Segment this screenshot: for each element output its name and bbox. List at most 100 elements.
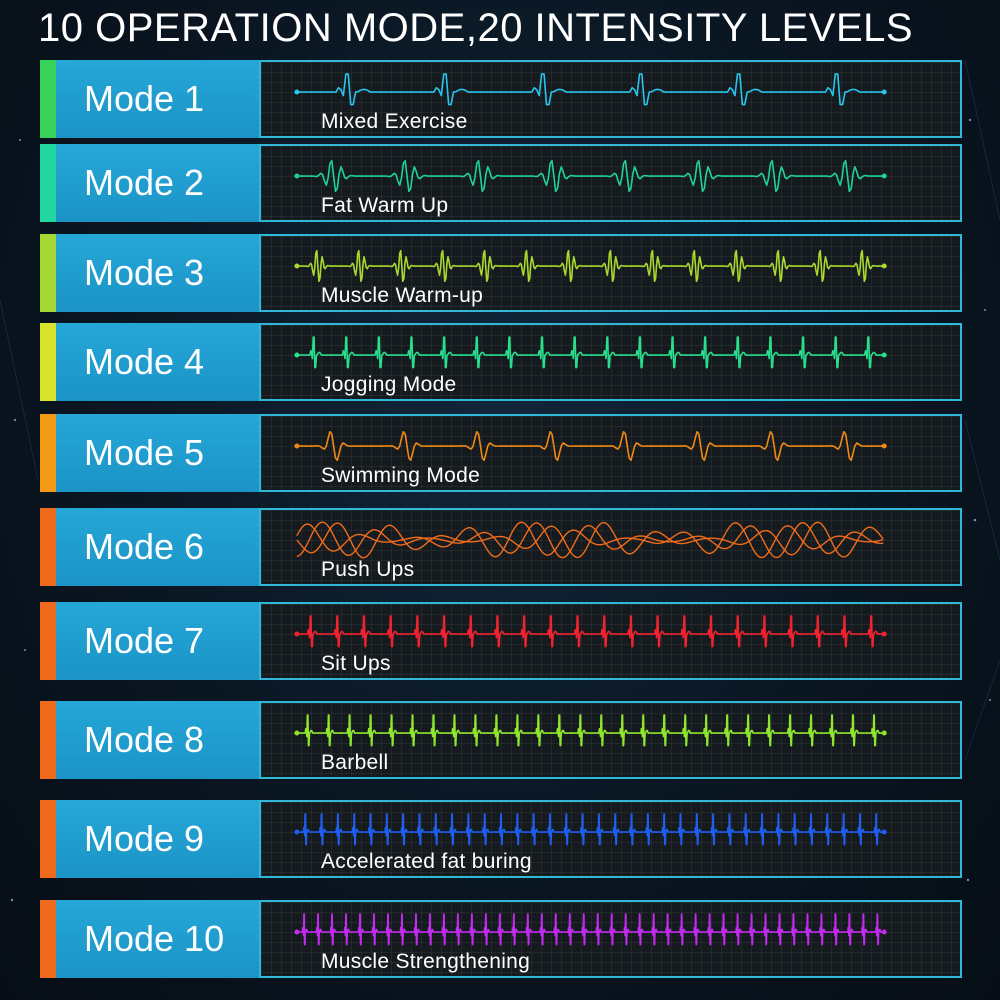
mode-description: Sit Ups bbox=[321, 652, 391, 675]
waveform-endpoint bbox=[294, 829, 300, 835]
waveform-trace bbox=[296, 521, 884, 559]
waveform-trace bbox=[296, 73, 885, 106]
mode-label: Mode 3 bbox=[84, 252, 205, 293]
waveform-endpoint bbox=[881, 89, 887, 95]
waveform bbox=[294, 615, 887, 648]
waveform-endpoint bbox=[881, 263, 887, 269]
mode-label-box: Mode 5 bbox=[56, 414, 259, 492]
waveform-panel: Push Ups bbox=[259, 508, 962, 586]
mode-accent-bar bbox=[40, 602, 56, 680]
mode-row: Mode 5 Swimming Mode bbox=[40, 414, 962, 492]
mode-row: Mode 10 Muscle Strengthening bbox=[40, 900, 962, 978]
waveform bbox=[294, 913, 887, 946]
mode-label: Mode 7 bbox=[84, 620, 205, 661]
waveform-panel: Jogging Mode bbox=[259, 323, 962, 401]
waveform-endpoint bbox=[294, 173, 300, 179]
waveform-panel: Mixed Exercise bbox=[259, 60, 962, 138]
mode-description: Muscle Warm-up bbox=[321, 284, 484, 307]
mode-accent-bar bbox=[40, 323, 56, 401]
mode-description: Fat Warm Up bbox=[321, 194, 449, 217]
mode-label-box: Mode 2 bbox=[56, 144, 259, 222]
mode-label-box: Mode 3 bbox=[56, 234, 259, 312]
mode-description: Swimming Mode bbox=[321, 464, 481, 487]
waveform-panel: Barbell bbox=[259, 701, 962, 779]
mode-row: Mode 3 Muscle Warm-up bbox=[40, 234, 962, 312]
mode-label: Mode 9 bbox=[84, 818, 205, 859]
mode-description: Accelerated fat buring bbox=[321, 850, 532, 873]
waveform-endpoint bbox=[294, 631, 300, 637]
mode-row: Mode 6 Push Ups bbox=[40, 508, 962, 586]
mode-row: Mode 2 Fat Warm Up bbox=[40, 144, 962, 222]
waveform bbox=[294, 336, 887, 369]
mode-label-box: Mode 4 bbox=[56, 323, 259, 401]
waveform-trace bbox=[296, 249, 885, 283]
waveform bbox=[294, 249, 887, 283]
waveform-endpoint bbox=[881, 443, 887, 449]
mode-accent-bar bbox=[40, 234, 56, 312]
page-title: 10 OPERATION MODE,20 INTENSITY LEVELS bbox=[38, 6, 914, 50]
mode-label: Mode 2 bbox=[84, 162, 205, 203]
mode-label: Mode 1 bbox=[84, 78, 205, 119]
mode-accent-bar bbox=[40, 508, 56, 586]
waveform-panel: Accelerated fat buring bbox=[259, 800, 962, 878]
waveform-endpoint bbox=[294, 730, 300, 736]
mode-description: Barbell bbox=[321, 751, 389, 774]
waveform-endpoint bbox=[881, 352, 887, 358]
waveform bbox=[296, 521, 884, 559]
mode-accent-bar bbox=[40, 414, 56, 492]
mode-label-box: Mode 6 bbox=[56, 508, 259, 586]
mode-row: Mode 1 Mixed Exercise bbox=[40, 60, 962, 138]
mode-row: Mode 7 Sit Ups bbox=[40, 602, 962, 680]
waveform-endpoint bbox=[881, 173, 887, 179]
waveform bbox=[294, 813, 887, 846]
mode-description: Mixed Exercise bbox=[321, 110, 468, 133]
waveform-endpoint bbox=[294, 929, 300, 935]
waveform-endpoint bbox=[294, 352, 300, 358]
mode-accent-bar bbox=[40, 144, 56, 222]
waveform-panel: Muscle Strengthening bbox=[259, 900, 962, 978]
mode-accent-bar bbox=[40, 701, 56, 779]
waveform bbox=[294, 73, 887, 106]
mode-label-box: Mode 10 bbox=[56, 900, 259, 978]
mode-row: Mode 9 Accelerated fat buring bbox=[40, 800, 962, 878]
waveform bbox=[294, 430, 887, 462]
mode-row: Mode 4 Jogging Mode bbox=[40, 323, 962, 401]
waveform-panel: Fat Warm Up bbox=[259, 144, 962, 222]
waveform-endpoint bbox=[881, 631, 887, 637]
waveform-trace bbox=[296, 913, 885, 946]
waveform-endpoint bbox=[881, 829, 887, 835]
waveform-trace bbox=[296, 521, 884, 559]
mode-label-box: Mode 1 bbox=[56, 60, 259, 138]
mode-label-box: Mode 9 bbox=[56, 800, 259, 878]
mode-label: Mode 4 bbox=[84, 341, 205, 382]
waveform-trace bbox=[296, 430, 885, 462]
waveform-endpoint bbox=[881, 929, 887, 935]
waveform bbox=[294, 714, 887, 747]
mode-label: Mode 8 bbox=[84, 719, 205, 760]
waveform-panel: Swimming Mode bbox=[259, 414, 962, 492]
mode-accent-bar bbox=[40, 800, 56, 878]
mode-label: Mode 6 bbox=[84, 526, 205, 567]
waveform bbox=[294, 159, 887, 193]
waveform-panel: Sit Ups bbox=[259, 602, 962, 680]
waveform-trace bbox=[296, 159, 885, 193]
waveform-trace bbox=[296, 615, 885, 648]
waveform-endpoint bbox=[294, 443, 300, 449]
mode-label-box: Mode 7 bbox=[56, 602, 259, 680]
waveform-trace bbox=[296, 336, 885, 369]
mode-description: Push Ups bbox=[321, 558, 415, 581]
mode-label: Mode 10 bbox=[84, 918, 225, 959]
mode-row: Mode 8 Barbell bbox=[40, 701, 962, 779]
mode-label: Mode 5 bbox=[84, 432, 205, 473]
waveform-panel: Muscle Warm-up bbox=[259, 234, 962, 312]
mode-accent-bar bbox=[40, 900, 56, 978]
waveform-endpoint bbox=[294, 89, 300, 95]
waveform-endpoint bbox=[881, 730, 887, 736]
mode-label-box: Mode 8 bbox=[56, 701, 259, 779]
waveform-endpoint bbox=[294, 263, 300, 269]
waveform-trace bbox=[296, 813, 885, 846]
mode-description: Muscle Strengthening bbox=[321, 950, 531, 973]
waveform-trace bbox=[296, 714, 885, 747]
mode-description: Jogging Mode bbox=[321, 373, 457, 396]
